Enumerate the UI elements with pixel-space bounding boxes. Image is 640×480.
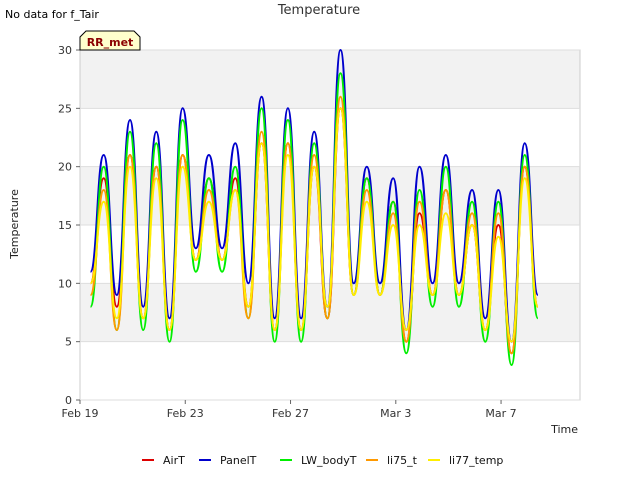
x-axis-label: Time [550,423,578,436]
legend-label-PanelT: PanelT [220,454,257,467]
plot-band [80,50,580,109]
legend-label-AirT: AirT [163,454,185,467]
x-tick-label: Mar 3 [380,407,411,420]
legend: AirT PanelT LW_bodyT li75_t li77_temp [142,454,503,467]
y-tick-label: 25 [58,102,72,115]
legend-label-li77_temp: li77_temp [449,454,503,467]
plot-band [80,108,580,167]
y-tick-label: 15 [58,219,72,232]
x-tick-label: Feb 19 [62,407,99,420]
plot-band [80,341,580,400]
legend-label-LW_bodyT: LW_bodyT [301,454,357,467]
plot-band [80,166,580,225]
site-badge: RR_met [79,30,141,51]
x-tick-label: Feb 23 [167,407,204,420]
no-data-note: No data for f_Tair [5,8,99,21]
chart-title: Temperature [277,3,360,18]
y-tick-label: 0 [65,394,72,407]
y-tick-label: 5 [65,336,72,349]
legend-label-li75_t: li75_t [387,454,418,467]
y-tick-label: 30 [58,44,72,57]
x-tick-label: Mar 7 [485,407,516,420]
y-axis-label: Temperature [8,189,21,260]
y-tick-label: 20 [58,161,72,174]
x-tick-label: Feb 27 [272,407,309,420]
y-tick-label: 10 [58,277,72,290]
site-badge-label: RR_met [87,36,134,49]
series-line-li77_temp [89,107,539,343]
